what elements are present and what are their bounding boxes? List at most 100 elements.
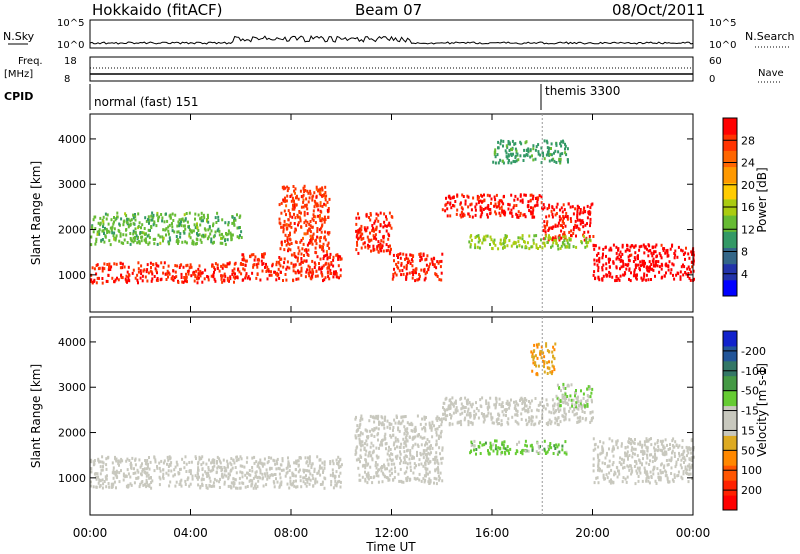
velocity-cell xyxy=(122,474,125,478)
velocity-cell xyxy=(597,462,600,466)
power-cell xyxy=(365,214,368,218)
power-cell xyxy=(369,213,372,217)
velocity-cell xyxy=(533,423,536,427)
velocity-cell xyxy=(305,484,308,488)
power-cell xyxy=(212,241,214,245)
power-cell xyxy=(160,261,163,265)
velocity-cell xyxy=(676,474,679,478)
power-cell xyxy=(530,206,532,210)
power-cell xyxy=(568,238,571,242)
power-cell xyxy=(598,246,601,250)
velocity-cell xyxy=(541,414,544,418)
power-cell xyxy=(502,245,505,249)
velocity-cell xyxy=(562,386,565,390)
power-cell xyxy=(383,220,386,224)
velocity-cell xyxy=(125,474,128,478)
velocity-cell xyxy=(498,402,501,406)
velocity-cell xyxy=(537,403,540,407)
power-cell xyxy=(385,215,387,219)
velocity-cell xyxy=(317,469,320,473)
power-cell xyxy=(217,219,220,222)
power-cell xyxy=(204,268,207,272)
power-cell xyxy=(220,275,223,279)
power-cell xyxy=(105,227,108,231)
velocity-cell xyxy=(340,463,343,467)
power-cell xyxy=(95,264,98,267)
power-cell xyxy=(519,193,522,197)
power-cell xyxy=(294,271,297,275)
power-cell xyxy=(508,239,511,243)
power-cell xyxy=(540,146,543,150)
power-cell xyxy=(322,249,325,253)
power-cell xyxy=(507,202,510,206)
velocity-cell xyxy=(396,445,398,449)
velocity-cell xyxy=(138,485,141,489)
power-cell xyxy=(278,203,281,207)
velocity-cell xyxy=(505,414,507,417)
velocity-cell xyxy=(304,482,307,486)
power-cell xyxy=(531,213,534,217)
velocity-cell xyxy=(183,461,186,465)
velocity-cell xyxy=(207,474,210,478)
power-cell xyxy=(485,234,488,238)
power-cell xyxy=(297,269,299,273)
power-cell xyxy=(355,216,358,220)
power-cell xyxy=(385,217,388,221)
velocity-cell xyxy=(535,415,538,419)
velocity-cell xyxy=(112,469,115,473)
velocity-cell xyxy=(408,435,411,439)
power-cell xyxy=(397,261,400,265)
velocity-cell xyxy=(264,474,267,478)
velocity-cell xyxy=(335,470,338,474)
velocity-cell xyxy=(306,480,309,484)
power-cell xyxy=(240,272,243,276)
velocity-cell xyxy=(627,455,629,459)
power-cell xyxy=(474,213,477,217)
power-cell xyxy=(530,211,533,215)
velocity-cell xyxy=(226,462,229,466)
power-cell xyxy=(286,239,289,242)
velocity-cell xyxy=(229,461,232,465)
velocity-cell xyxy=(595,476,598,480)
power-cell xyxy=(604,246,607,250)
velocity-cell xyxy=(402,461,405,465)
velocity-cell xyxy=(536,441,539,445)
power-cell xyxy=(507,142,510,146)
velocity-cell xyxy=(636,466,639,470)
velocity-cell xyxy=(558,450,561,454)
velocity-cell xyxy=(581,404,584,408)
power-cell xyxy=(669,271,672,275)
velocity-cell xyxy=(149,476,152,480)
power-cell xyxy=(282,227,285,231)
power-cell xyxy=(671,262,674,266)
velocity-cell xyxy=(396,438,399,442)
power-cell xyxy=(572,228,575,232)
velocity-cell xyxy=(419,453,422,457)
power-cell xyxy=(322,264,325,268)
velocity-cell xyxy=(606,451,608,455)
velocity-cell xyxy=(397,472,400,476)
power-cell xyxy=(619,274,622,278)
power-cell xyxy=(460,215,463,219)
power-cell xyxy=(490,197,493,201)
power-cell xyxy=(430,257,433,261)
velocity-cell xyxy=(147,473,150,477)
power-cell xyxy=(564,245,567,249)
velocity-cell xyxy=(260,461,263,465)
power-cell xyxy=(660,243,663,247)
velocity-cell xyxy=(229,484,232,488)
power-cell xyxy=(609,246,612,250)
velocity-cell xyxy=(661,449,663,453)
power-cell xyxy=(302,200,305,204)
velocity-cell xyxy=(387,477,390,481)
power-cell xyxy=(429,262,432,266)
velocity-cell xyxy=(156,465,158,468)
velocity-cell xyxy=(288,469,291,472)
power-cell xyxy=(257,262,260,266)
power-cell xyxy=(288,242,291,246)
velocity-cell xyxy=(140,472,142,476)
power-cell xyxy=(121,262,124,266)
velocity-cell xyxy=(212,481,215,485)
power-cell xyxy=(589,224,591,228)
velocity-cell xyxy=(656,441,659,445)
